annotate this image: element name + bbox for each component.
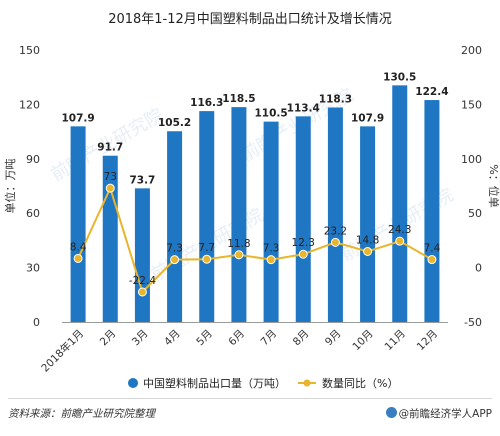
line-point: [170, 255, 180, 265]
category-label: 11月: [383, 328, 408, 353]
line-point: [395, 236, 405, 246]
combo-chart: 前瞻产业研究院前瞻产业研究院前瞻产业研究院前瞻产业研究院 03060901201…: [3, 44, 500, 390]
legend-line-marker: [303, 379, 311, 387]
category-label: 10月: [350, 328, 375, 353]
line-point: [202, 254, 212, 264]
line-value-label: 24.3: [388, 224, 411, 236]
line-point: [330, 237, 340, 247]
left-tick-label: 120: [19, 98, 40, 111]
legend-bar-swatch: [128, 378, 138, 388]
line-point: [266, 255, 276, 265]
legend-bar-label: 中国塑料制品出口量（万吨）: [143, 376, 286, 390]
left-tick-label: 150: [19, 44, 40, 57]
line-value-label: 73: [104, 171, 117, 183]
category-label: 6月: [226, 328, 247, 349]
bar: [295, 116, 311, 322]
right-tick-label: 150: [461, 98, 482, 111]
bar-value-label: 118.5: [222, 93, 255, 105]
bar-value-label: 116.3: [190, 97, 223, 109]
line-value-label: 7.4: [424, 243, 441, 255]
growth-line: [77, 185, 433, 294]
bar-value-label: 113.4: [287, 102, 320, 114]
right-axis-title: %：位单: [487, 164, 500, 207]
line-value-label: 14.8: [356, 234, 379, 246]
category-label: 2018年1月: [39, 327, 87, 375]
legend-line-label: 数量同比（%）: [322, 377, 398, 390]
bar-series: 107.991.773.7105.2116.3118.5110.5113.411…: [61, 71, 449, 323]
right-tick-label: -50: [464, 316, 482, 329]
left-tick-label: 90: [26, 153, 40, 166]
line-point: [105, 183, 115, 193]
right-tick-label: 50: [468, 207, 482, 220]
bar: [327, 107, 343, 322]
line-point: [298, 249, 308, 259]
category-label: 9月: [323, 328, 344, 349]
line-value-label: 7.3: [263, 243, 280, 255]
bar: [231, 107, 247, 323]
bar-value-label: 105.2: [158, 117, 191, 129]
bar: [360, 126, 376, 322]
left-tick-label: 0: [33, 316, 40, 329]
left-axis-title: 单位：万吨: [3, 159, 17, 214]
category-label: 4月: [162, 328, 183, 349]
category-label: 8月: [291, 328, 312, 349]
bar-value-label: 73.7: [129, 174, 155, 186]
line-point: [137, 287, 147, 297]
bar-value-label: 110.5: [254, 108, 287, 120]
bar: [263, 121, 279, 322]
category-label: 2月: [98, 328, 119, 349]
line-point: [73, 253, 83, 263]
left-tick-label: 30: [26, 262, 40, 275]
line-value-label: 7.3: [166, 243, 183, 255]
category-label: 5月: [194, 328, 215, 349]
bar: [167, 131, 183, 322]
line-value-label: 12.3: [292, 237, 315, 249]
footer-divider: [8, 398, 492, 399]
chart-title: 2018年1-12月中国塑料制品出口统计及增长情况: [108, 12, 392, 27]
legend: 中国塑料制品出口量（万吨） 数量同比（%）: [128, 376, 398, 390]
line-value-label: -22.4: [129, 275, 156, 287]
bar-value-label: 122.4: [415, 86, 448, 98]
line-series: 8.4 73 -22.4 7.3 7.7 11.8 7.3 12.3 23.2 14.8 24.3 7…: [70, 171, 441, 297]
line-value-label: 23.2: [324, 225, 347, 237]
bar: [424, 100, 440, 322]
bar-value-label: 107.9: [351, 112, 384, 124]
bar: [392, 85, 408, 322]
bar-value-label: 118.3: [319, 93, 352, 105]
brand-text: @前瞻经济学人APP: [398, 408, 492, 420]
bar: [134, 188, 150, 322]
line-point: [234, 250, 244, 260]
line-value-label: 8.4: [70, 241, 87, 253]
brand-credit: @前瞻经济学人APP: [385, 406, 492, 421]
left-tick-label: 60: [26, 207, 40, 220]
line-value-label: 11.8: [227, 238, 250, 250]
right-tick-label: 0: [475, 262, 482, 275]
line-point: [427, 255, 437, 265]
category-label: 3月: [130, 328, 151, 349]
right-tick-label: 100: [461, 153, 482, 166]
bar-value-label: 91.7: [97, 142, 123, 154]
bar: [70, 126, 86, 322]
line-point: [363, 246, 373, 256]
bar-value-label: 107.9: [61, 112, 94, 124]
right-tick-label: 200: [461, 44, 482, 57]
brand-logo-icon: [385, 407, 397, 418]
category-label: 12月: [415, 328, 440, 353]
bar: [199, 111, 215, 322]
category-label: 7月: [259, 328, 280, 349]
bar-value-label: 130.5: [383, 71, 416, 83]
source-note: 资料来源：前瞻产业研究院整理: [8, 408, 155, 420]
line-value-label: 7.7: [198, 242, 215, 254]
